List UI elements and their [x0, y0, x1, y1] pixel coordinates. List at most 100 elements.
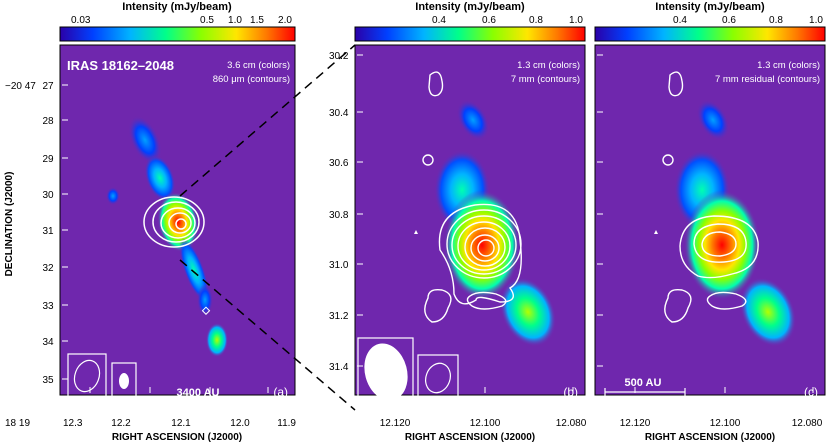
- contour: [664, 288, 692, 323]
- colorbar-a-tick-label: 2.0: [278, 15, 292, 26]
- contour: [168, 212, 192, 234]
- contour: [201, 306, 211, 315]
- y-tick-label: 35: [42, 375, 54, 386]
- y-tick-label: 27: [42, 81, 54, 92]
- emission-blob: [197, 284, 213, 316]
- y-tick-label: 30.8: [329, 210, 349, 221]
- y-tick-label: 33: [42, 301, 54, 312]
- y-tick-label: 31.0: [329, 260, 349, 271]
- panel-a-emission: [106, 115, 228, 357]
- emission-blob: [739, 277, 797, 347]
- y-tick-label: 30.6: [329, 158, 349, 169]
- panel-label: (b): [563, 385, 578, 399]
- colorbar-a-tick-label: 1.5: [250, 15, 264, 26]
- panel-c-frame: [594, 44, 826, 396]
- contour: [464, 227, 506, 267]
- scale-bar-label: 3400 AU: [176, 387, 219, 399]
- contour: [477, 239, 495, 257]
- zoom-guide-line: [179, 259, 356, 411]
- emission-blob: [206, 323, 228, 357]
- colorbar-b: Intensity (mJy/beam) 0.4 0.6 0.8 1.0: [354, 1, 586, 42]
- colorbar-a: Intensity (mJy/beam) 0.03 0.5 1.0 1.5 2.…: [59, 1, 296, 42]
- contour: [693, 223, 747, 263]
- panel-a-frame: [59, 44, 296, 396]
- x-tick-label: 12.100: [710, 418, 741, 429]
- beam-box: [67, 353, 107, 399]
- x-tick-label: 12.080: [556, 418, 587, 429]
- contour: [706, 291, 747, 310]
- contour: [422, 154, 434, 166]
- panel-c: 1.3 cm (colors) 7 mm residual (contours)…: [594, 44, 826, 399]
- y-tick-label: 30.2: [329, 51, 349, 62]
- contour: [457, 221, 511, 271]
- contour: [654, 230, 658, 234]
- legend-colors: 1.3 cm (colors): [757, 60, 820, 71]
- y-tick-label: 30.4: [329, 108, 349, 119]
- contour: [160, 207, 196, 239]
- contour: [152, 201, 200, 243]
- contour: [662, 154, 674, 166]
- colorbar-a-tick-label: 1.0: [228, 15, 242, 26]
- contour: [701, 231, 737, 257]
- colorbar-b-tick-label: 0.4: [432, 15, 446, 26]
- x-tick-label: 12.3: [63, 418, 83, 429]
- legend-colors: 3.6 cm (colors): [227, 60, 290, 71]
- panel-a: IRAS 18162–2048 3.6 cm (colors) 860 μm (…: [59, 44, 296, 405]
- y-tick-label: 32: [42, 263, 54, 274]
- emission-blob: [144, 154, 176, 202]
- colorbar-b-tick-label: 0.8: [529, 15, 543, 26]
- y-axis-title: DECLINATION (J2000): [4, 172, 15, 277]
- scale-bar-label: 500 AU: [625, 377, 662, 389]
- beam-box: [357, 337, 414, 407]
- contour: [451, 215, 517, 275]
- contour: [470, 234, 500, 262]
- colorbar-c-gradient: [594, 26, 826, 42]
- contours-b: [422, 71, 522, 323]
- contour: [175, 218, 187, 230]
- colorbar-b-label: Intensity (mJy/beam): [415, 1, 525, 13]
- legend-colors: 1.3 cm (colors): [517, 60, 580, 71]
- panel-c-emission: [654, 71, 797, 347]
- y-tick-label: 31.4: [329, 362, 349, 373]
- x-axis-title: RIGHT ASCENSION (J2000): [645, 432, 775, 443]
- y-tick-label: 31.2: [329, 311, 349, 322]
- beam-ellipse: [119, 373, 129, 389]
- x-tick-label: 12.0: [230, 418, 250, 429]
- y-tick-label: 30: [42, 190, 54, 201]
- colorbar-c-label: Intensity (mJy/beam): [655, 1, 765, 13]
- zoom-guide-line: [179, 44, 356, 197]
- beam-box: [111, 362, 137, 398]
- source-name: IRAS 18162–2048: [67, 58, 174, 73]
- y-tick-label: 34: [42, 337, 54, 348]
- contour: [428, 71, 444, 97]
- colorbar-a-gradient: [59, 26, 296, 42]
- emission-peak: [157, 192, 199, 252]
- emission-blob: [128, 115, 162, 165]
- x-tick-label: 12.120: [620, 418, 651, 429]
- colorbar-c: Intensity (mJy/beam) 0.4 0.6 0.8 1.0: [594, 1, 826, 42]
- x-axis-title: RIGHT ASCENSION (J2000): [112, 432, 242, 443]
- contour: [466, 291, 507, 310]
- x-tick-label: 12.2: [111, 418, 131, 429]
- panel-label: (a): [273, 385, 288, 399]
- legend-contours: 7 mm (contours): [511, 74, 580, 85]
- panel-label: (c): [804, 385, 818, 399]
- colorbar-c-tick-label: 1.0: [809, 15, 823, 26]
- y-tick-label: 29: [42, 154, 54, 165]
- x-tick-label: 11.9: [277, 418, 296, 429]
- panel-c-ticks: [597, 54, 814, 393]
- colorbar-a-tick-label: 0.03: [71, 15, 91, 26]
- y-tick-label: 31: [42, 226, 54, 237]
- panel-a-ticks: [62, 84, 269, 393]
- emission-blob: [106, 187, 120, 205]
- contour: [668, 71, 684, 97]
- contours-c: [662, 71, 759, 323]
- x-tick-label: 12.080: [792, 418, 823, 429]
- legend-contours: 7 mm residual (contours): [715, 74, 820, 85]
- beam-ellipse: [425, 362, 451, 394]
- contour: [143, 196, 205, 248]
- contour: [414, 230, 418, 234]
- beam-ellipse: [73, 359, 101, 393]
- colorbar-b-tick-label: 0.6: [482, 15, 496, 26]
- x-prefix: 18 19: [5, 418, 30, 429]
